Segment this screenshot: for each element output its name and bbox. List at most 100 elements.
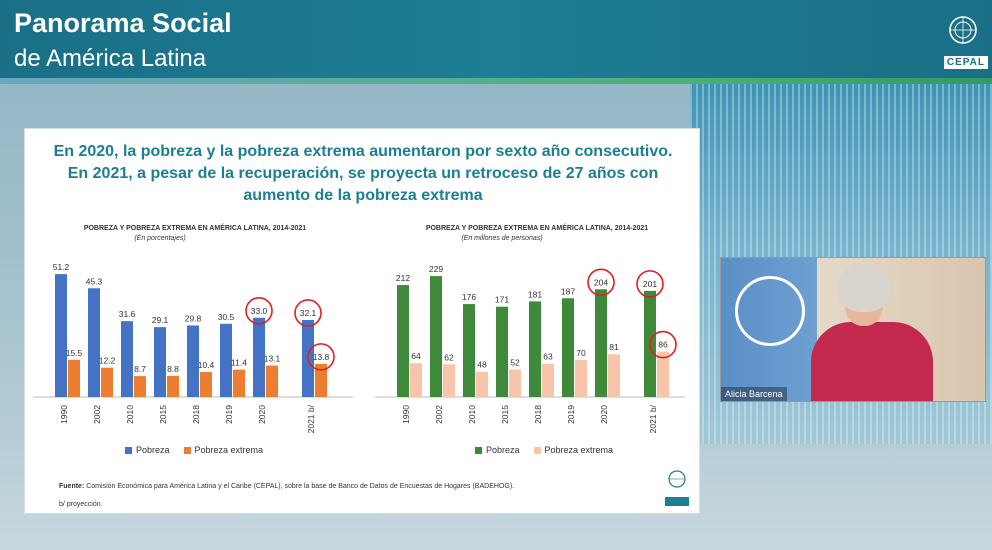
highlight-circle <box>587 268 615 297</box>
presentation-slide: En 2020, la pobreza y la pobreza extrema… <box>24 128 700 514</box>
legend-item-pobreza: Pobreza <box>475 445 520 455</box>
slide-note: b/ proyección. <box>59 501 103 508</box>
tick-label: 2015 <box>158 405 168 424</box>
tick-label: 2015 <box>500 405 510 424</box>
bar-pobreza-extrema <box>476 371 488 397</box>
slide-title-line-3: aumento de la pobreza extrema <box>243 187 483 204</box>
un-emblem-icon <box>665 470 689 506</box>
legend-item-pobreza-extrema: Pobreza extrema <box>533 445 614 455</box>
legend-swatch <box>533 447 541 455</box>
slide-title: En 2020, la pobreza y la pobreza extrema… <box>25 141 701 207</box>
tick-label: 2010 <box>467 405 477 424</box>
value-label: 51.2 <box>53 262 70 272</box>
bar-pobreza-extrema <box>266 365 278 397</box>
value-label: 13.8 <box>313 352 330 362</box>
value-label: 8.8 <box>167 364 179 374</box>
highlight-circle <box>649 330 677 359</box>
chart2-subtitle: (En millones de personas) <box>461 235 543 242</box>
speaker-hair <box>837 264 891 312</box>
value-label: 10.4 <box>198 360 215 370</box>
app-header: Panorama Social de América Latina CEPAL <box>0 0 992 78</box>
un-flag-emblem-icon <box>735 276 805 346</box>
tick-label: 2021 b/ <box>306 404 316 433</box>
header-accent-strip <box>0 78 992 84</box>
un-emblem-icon <box>949 16 977 44</box>
bar-pobreza <box>121 321 133 397</box>
value-label: 45.3 <box>86 276 103 286</box>
value-label: 64 <box>411 351 421 361</box>
source-label: Fuente: <box>59 483 85 490</box>
tick-label: 2021 b/ <box>648 404 658 433</box>
legend-label: Pobreza <box>136 445 170 455</box>
legend-item-pobreza: Pobreza <box>125 445 170 455</box>
bar-pobreza-extrema <box>657 351 669 397</box>
slide-source: Fuente: Comisión Económica para América … <box>59 483 514 490</box>
value-label: 187 <box>561 286 575 296</box>
bar-pobreza <box>463 304 475 397</box>
tick-label: 2019 <box>224 405 234 424</box>
bar-pobreza-extrema <box>68 359 80 397</box>
chart2-legend: Pobreza Pobreza extrema <box>475 445 613 455</box>
bar-pobreza-extrema <box>509 369 521 397</box>
value-label: 29.8 <box>185 313 202 323</box>
tick-label: 2018 <box>191 405 201 424</box>
bar-pobreza <box>397 285 409 397</box>
legend-label: Pobreza extrema <box>194 445 264 455</box>
header-title: Panorama Social <box>14 8 232 38</box>
value-label: 11.4 <box>231 358 247 368</box>
value-label: 32.1 <box>300 308 317 318</box>
highlight-circle <box>245 296 273 325</box>
highlight-circle <box>294 299 322 327</box>
slide-title-line-1: En 2020, la pobreza y la pobreza extrema… <box>53 143 673 160</box>
bar-pobreza <box>154 327 166 397</box>
value-label: 176 <box>462 292 476 302</box>
bar-pobreza-extrema <box>101 367 113 397</box>
chart-percent: 51.2 15.5 1990 45.3 12.2 2002 31.6 8.7 2010 29.1 8… <box>33 262 353 433</box>
value-label: 13.1 <box>264 354 281 364</box>
tick-label: 1990 <box>401 405 411 424</box>
highlight-circle <box>636 270 664 298</box>
bar-pobreza-extrema <box>315 363 327 397</box>
value-label: 8.7 <box>134 364 146 374</box>
value-label: 204 <box>594 277 608 287</box>
tick-label: 2019 <box>566 405 576 424</box>
value-label: 86 <box>658 340 668 350</box>
tick-label: 2002 <box>434 405 444 424</box>
legend-swatch <box>475 447 482 455</box>
tick-label: 2010 <box>125 405 135 424</box>
bar-pobreza <box>253 317 265 397</box>
bar-pobreza <box>220 323 232 397</box>
value-label: 12.2 <box>99 356 116 366</box>
bar-pobreza-extrema <box>443 364 455 397</box>
legend-label: Pobreza <box>486 445 520 455</box>
bar-pobreza-extrema <box>410 363 422 397</box>
value-label: 201 <box>643 279 657 289</box>
value-label: 63 <box>543 352 553 362</box>
header-subtitle: de América Latina <box>14 45 207 72</box>
chart1-subtitle: (En porcentajes) <box>134 235 186 242</box>
value-label: 31.6 <box>119 309 136 319</box>
value-label: 212 <box>396 273 410 283</box>
chart1-legend: Pobreza Pobreza extrema <box>125 445 263 455</box>
tick-label: 2020 <box>257 405 267 424</box>
bar-pobreza-extrema <box>134 376 146 397</box>
legend-label: Pobreza extrema <box>544 445 614 455</box>
chart-millions: 212 64 1990 229 62 2002 176 48 2010 171 52 2015 181 6… <box>375 264 685 433</box>
tick-label: 2002 <box>92 405 102 424</box>
chart1-title: POBREZA Y POBREZA EXTREMA EN AMÉRICA LAT… <box>83 225 307 232</box>
bar-pobreza <box>595 289 607 397</box>
bar-pobreza-extrema <box>608 354 620 397</box>
bar-pobreza-extrema <box>200 372 212 397</box>
bar-pobreza-extrema <box>542 363 554 397</box>
speaker-video[interactable]: Alicia Barcena <box>720 257 986 402</box>
bar-pobreza-extrema <box>233 369 245 397</box>
value-label: 15.5 <box>66 348 83 358</box>
speaker-name: Alicia Barcena <box>721 387 787 401</box>
cepal-brand-tag: CEPAL <box>943 56 988 69</box>
value-label: 181 <box>528 289 542 299</box>
bar-pobreza <box>562 298 574 397</box>
bar-pobreza <box>430 276 442 397</box>
bar-pobreza <box>88 288 100 397</box>
value-label: 48 <box>477 360 487 370</box>
speaker-body <box>811 322 933 401</box>
